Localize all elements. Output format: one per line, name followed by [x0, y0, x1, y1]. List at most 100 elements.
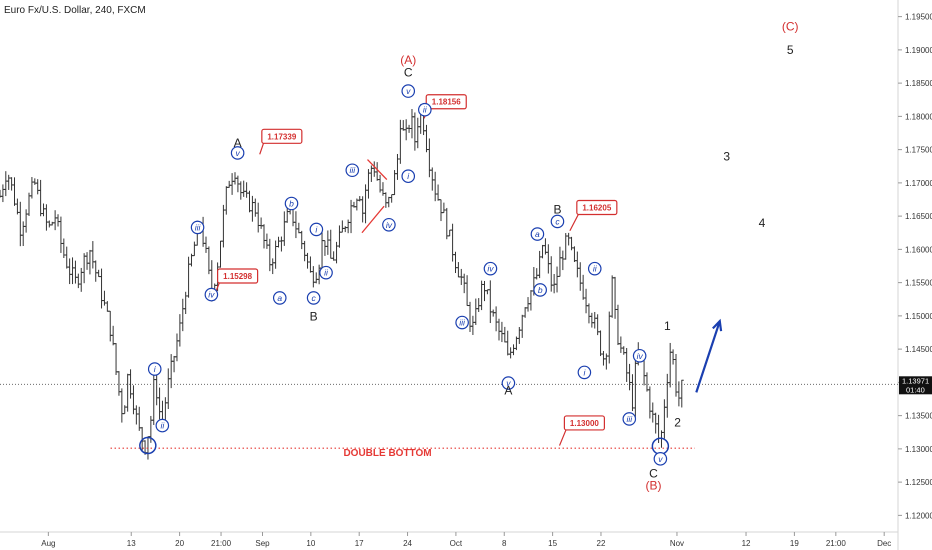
ohlc-bar: [105, 301, 110, 312]
wave-label-text: b: [538, 285, 543, 295]
price-tick-label: 1.12000: [905, 511, 932, 520]
ohlc-bar: [29, 177, 34, 199]
price-tick-label: 1.17000: [905, 179, 932, 188]
ohlc-bar: [47, 220, 52, 228]
bar-countdown-label: 01:40: [906, 385, 925, 394]
price-callout-pointer: [259, 142, 265, 155]
ohlc-bar: [479, 280, 484, 311]
wave-label-text: c: [555, 216, 560, 226]
wave-label-text: v: [658, 454, 663, 464]
ohlc-bar: [177, 314, 182, 347]
ohlc-bar: [203, 236, 208, 253]
ohlc-bar: [262, 224, 267, 249]
ohlc-bar: [328, 229, 333, 259]
ohlc-bar: [18, 201, 23, 247]
wave-label-circle: [401, 169, 416, 184]
ohlc-bar: [334, 241, 339, 264]
date-tick-label: 24: [403, 539, 412, 548]
ohlc-bar: [586, 303, 591, 324]
wave-label-text: i: [154, 364, 157, 374]
wave-annotation: 5: [787, 43, 794, 57]
date-tick-label: Dec: [877, 539, 891, 548]
date-tick-label: 21:00: [826, 539, 847, 548]
ohlc-bar: [296, 222, 301, 234]
ohlc-bar: [53, 210, 58, 231]
ohlc-bar: [549, 256, 554, 292]
ohlc-bar: [134, 405, 139, 425]
ohlc-bar: [409, 108, 414, 139]
ohlc-bar: [169, 354, 174, 389]
wave-annotation: C: [649, 466, 658, 480]
ohlc-bar: [653, 412, 658, 434]
price-tick-label: 1.14500: [905, 345, 932, 354]
wave-label-circle: [147, 362, 162, 376]
ohlc-bar: [607, 311, 612, 364]
price-tick-label: 1.17500: [905, 146, 932, 155]
ohlc-bar: [404, 119, 409, 141]
price-tick-label: 1.13500: [905, 412, 932, 421]
ohlc-bar: [526, 297, 531, 312]
ohlc-bar: [241, 180, 246, 197]
ohlc-bar: [613, 276, 618, 319]
ohlc-bar: [534, 268, 539, 280]
wave-label-text: ii: [324, 268, 329, 278]
wave-label-text: iv: [208, 290, 215, 300]
wave-label-circle: [272, 291, 287, 305]
ohlc-bar: [282, 211, 287, 246]
ohlc-bar: [523, 307, 528, 318]
date-tick-label: 13: [127, 539, 136, 548]
ohlc-bar: [119, 388, 124, 423]
wave-label-circle: [190, 220, 205, 235]
ohlc-bar: [427, 138, 432, 178]
price-callout-box: [217, 268, 259, 284]
wave-label-circle: [284, 196, 299, 211]
ohlc-bar: [337, 225, 342, 248]
ohlc-bar: [82, 253, 87, 284]
ohlc-bar: [331, 251, 336, 261]
current-price-label: 1.13971: [902, 376, 929, 385]
ohlc-bar: [592, 311, 597, 329]
ohlc-bar: [584, 288, 589, 314]
date-tick-label: 8: [502, 539, 507, 548]
price-tick-label: 1.18000: [905, 112, 932, 121]
ohlc-bar: [546, 244, 551, 274]
ohlc-bar: [131, 385, 136, 415]
price-callout-pointer: [558, 428, 567, 446]
ohlc-bar: [465, 275, 470, 307]
ohlc-bar: [299, 230, 304, 250]
wave-label-circle: [306, 291, 321, 305]
ohlc-bar: [67, 258, 72, 285]
ohlc-bar: [557, 246, 562, 277]
ohlc-bar: [627, 363, 632, 391]
ohlc-bar: [24, 209, 29, 233]
ohlc-bar: [96, 269, 101, 278]
ohlc-bar: [372, 161, 377, 177]
wave-annotation: B: [553, 202, 561, 216]
wave-label-text: b: [289, 198, 294, 208]
date-tick-label: 19: [790, 539, 799, 548]
wave-label-circle: [501, 376, 516, 390]
ohlc-bar: [668, 342, 673, 388]
wave-label-text: ii: [160, 421, 165, 431]
date-tick-label: 12: [742, 539, 751, 548]
ohlc-bar: [325, 230, 330, 255]
ohlc-bar: [383, 192, 388, 208]
ohlc-bar: [76, 273, 81, 289]
price-callout-label: 1.16205: [582, 203, 611, 212]
ohlc-bar: [218, 240, 223, 268]
wave-annotation: B: [310, 310, 318, 324]
ohlc-bar: [56, 214, 61, 227]
wave-label-circle: [204, 287, 219, 302]
price-tick-label: 1.12500: [905, 478, 932, 487]
ohlc-bar: [322, 240, 327, 256]
ohlc-bar: [276, 236, 281, 248]
ohlc-bar: [3, 171, 8, 197]
wave-label-text: iii: [349, 165, 356, 175]
ohlc-bar: [467, 301, 472, 332]
ohlc-bar: [227, 180, 232, 188]
ohlc-bar: [230, 173, 235, 195]
ohlc-bar: [511, 344, 516, 356]
wave-label-text: ii: [593, 264, 598, 274]
ohlc-bar: [38, 179, 43, 217]
